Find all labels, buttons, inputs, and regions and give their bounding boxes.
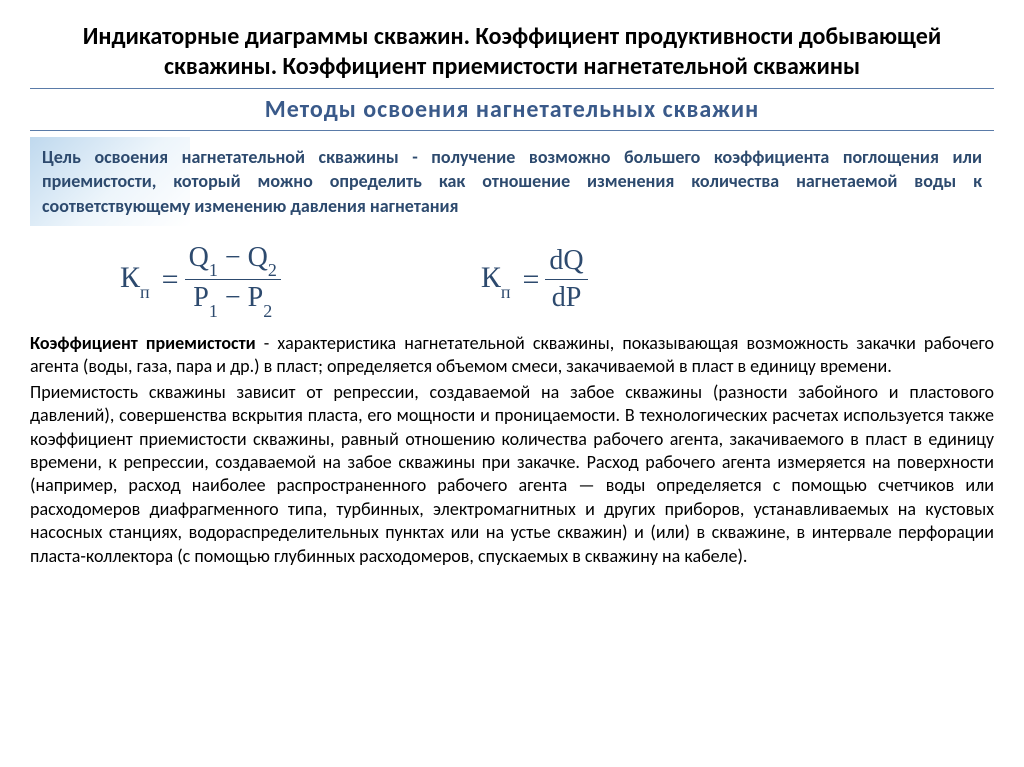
f1-sym: К: [120, 261, 140, 294]
f1-num-r: Q: [248, 242, 268, 273]
f1-den-r-sub: 2: [263, 301, 272, 321]
f1-num-l-sub: 1: [209, 260, 218, 280]
formula-1-fraction: Q1 − Q2 P1 − P2: [185, 242, 281, 318]
f1-num-l: Q: [189, 242, 209, 273]
formula-2-fraction: dQ dP: [545, 245, 587, 314]
paragraph-1: Коэффициент приемистости - характеристик…: [30, 332, 994, 379]
para1-lead: Коэффициент приемистости: [30, 332, 256, 354]
main-title: Индикаторные диаграммы скважин. Коэффици…: [30, 22, 994, 82]
section-header: Методы освоения нагнетательных скважин: [30, 88, 994, 131]
f1-num-r-sub: 2: [268, 260, 277, 280]
f2-sym: К: [481, 261, 501, 294]
f2-denominator: dP: [548, 280, 586, 314]
f1-denominator: P1 − P2: [189, 280, 276, 318]
slide: Индикаторные диаграммы скважин. Коэффици…: [0, 0, 1024, 767]
formula-1-lhs: Кп: [120, 261, 150, 299]
f1-den-l: P: [193, 282, 209, 313]
formula-2-lhs: Кп: [481, 261, 511, 299]
f1-den-r: P: [248, 282, 264, 313]
f1-sub: п: [140, 282, 150, 302]
equals-sign-2: =: [523, 263, 540, 297]
formula-1: Кп = Q1 − Q2 P1 − P2: [120, 242, 281, 318]
goal-text: Цель освоения нагнетательной скважины - …: [42, 145, 982, 218]
f2-sub: п: [501, 282, 511, 302]
section-title: Методы освоения нагнетательных скважин: [30, 95, 994, 124]
goal-rest: который можно определить как отношение и…: [42, 170, 982, 216]
goal-block: Цель освоения нагнетательной скважины - …: [30, 137, 994, 226]
paragraph-2: Приемистость скважины зависит от репресс…: [30, 381, 994, 568]
f1-den-l-sub: 1: [209, 301, 218, 321]
f1-numerator: Q1 − Q2: [185, 242, 281, 281]
formula-2: Кп = dQ dP: [481, 242, 588, 318]
f2-numerator: dQ: [545, 245, 587, 280]
formulas-row: Кп = Q1 − Q2 P1 − P2 Кп = dQ dP: [30, 228, 994, 332]
equals-sign: =: [162, 263, 179, 297]
